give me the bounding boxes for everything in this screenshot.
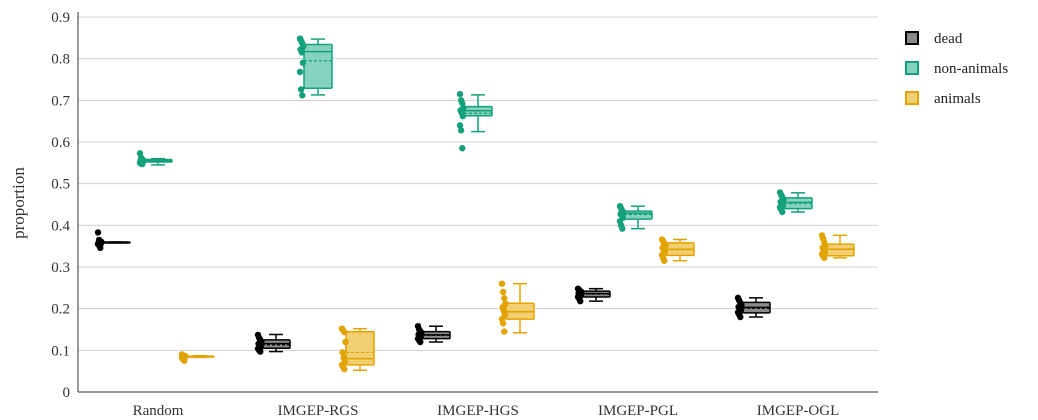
data-point [296,68,304,76]
box-animals-1 [338,325,375,373]
grid [78,16,878,393]
data-point [499,288,507,296]
box-body [825,243,855,257]
y-tick-label: 0 [63,385,71,401]
data-point [139,160,146,168]
y-axis: 0 0.1 0.2 0.3 0.4 0.5 0.6 0.7 0.8 0.9 [51,10,79,401]
data-point [456,90,464,98]
x-axis: Random IMGEP-RGS IMGEP-HGS IMGEP-PGL IMGEP-O… [133,403,840,419]
data-point [257,348,264,355]
data-point [821,254,828,262]
legend-swatch-non-animals [905,61,919,75]
box-non-animals-0 [136,150,173,168]
x-tick-label: Random [133,403,184,419]
box-dead-1 [254,331,291,355]
box-animals-2 [498,280,535,335]
box-dead-3 [574,285,611,305]
data-point [298,49,305,56]
data-point [341,328,348,336]
box-animals-4 [818,232,855,262]
y-tick-label: 0.1 [51,343,70,359]
data-point [94,229,102,236]
box-body [303,43,333,89]
y-tick-label: 0.5 [51,177,70,193]
box-non-animals-1 [296,35,333,99]
data-point [737,313,744,321]
box-body [623,210,653,220]
legend: dead non-animals animals [905,31,1008,107]
data-point [456,122,464,129]
data-point [499,320,507,327]
data-point [459,145,466,152]
data-point [661,257,668,264]
y-tick-label: 0.8 [51,52,70,68]
legend-label-animals: animals [934,91,981,107]
data-point [97,244,104,252]
box-non-animals-2 [456,90,493,152]
x-tick-label: IMGEP-RGS [278,403,359,419]
box-dead-2 [414,322,451,346]
box-body [345,330,375,366]
data-point [779,208,786,216]
y-axis-title: proportion [9,167,28,239]
box-animals-0 [178,351,215,364]
legend-label-non-animals: non-animals [934,61,1008,77]
data-point [501,295,508,302]
data-point [457,127,465,134]
data-point [501,328,508,335]
box-non-animals-3 [616,202,653,232]
box-animals-3 [658,236,695,264]
y-tick-label: 0.7 [51,93,70,109]
data-point [498,280,506,287]
legend-swatch-animals [905,91,919,105]
y-tick-label: 0.9 [51,10,70,26]
data-point [619,225,626,232]
box-non-animals-4 [776,189,813,216]
data-point [299,59,307,67]
box-dead-4 [734,294,771,321]
x-tick-label: IMGEP-OGL [757,403,840,419]
legend-label-dead: dead [934,31,963,47]
data-point [341,365,348,373]
plot-area [94,35,855,373]
data-point [181,357,188,364]
x-tick-label: IMGEP-HGS [437,403,519,419]
y-tick-label: 0.4 [51,218,70,234]
data-point [577,297,584,305]
data-point [339,349,346,356]
y-tick-label: 0.3 [51,260,70,276]
x-tick-label: IMGEP-PGL [598,403,678,419]
box-dead-0 [94,229,131,252]
data-point [297,86,305,93]
y-tick-label: 0.6 [51,135,70,151]
y-tick-label: 0.2 [51,302,70,318]
box-body [783,197,813,210]
legend-swatch-dead [905,31,919,45]
data-point [459,112,467,120]
data-point [342,338,349,346]
data-point [299,92,306,99]
data-point [417,338,424,346]
